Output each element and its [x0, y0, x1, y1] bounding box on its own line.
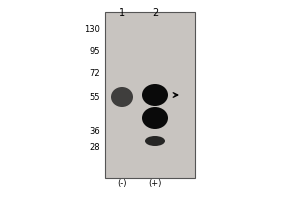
Ellipse shape [111, 87, 133, 107]
Text: 28: 28 [89, 144, 100, 152]
Text: 2: 2 [152, 8, 158, 18]
Text: 72: 72 [89, 68, 100, 77]
Text: (+): (+) [148, 179, 162, 188]
Text: 1: 1 [119, 8, 125, 18]
Text: 36: 36 [89, 127, 100, 136]
Text: 55: 55 [89, 92, 100, 102]
Ellipse shape [142, 84, 168, 106]
Ellipse shape [142, 107, 168, 129]
Bar [105, 12, 195, 178]
Ellipse shape [145, 136, 165, 146]
Text: 130: 130 [84, 25, 100, 34]
Text: (-): (-) [117, 179, 127, 188]
Text: 95: 95 [89, 47, 100, 56]
